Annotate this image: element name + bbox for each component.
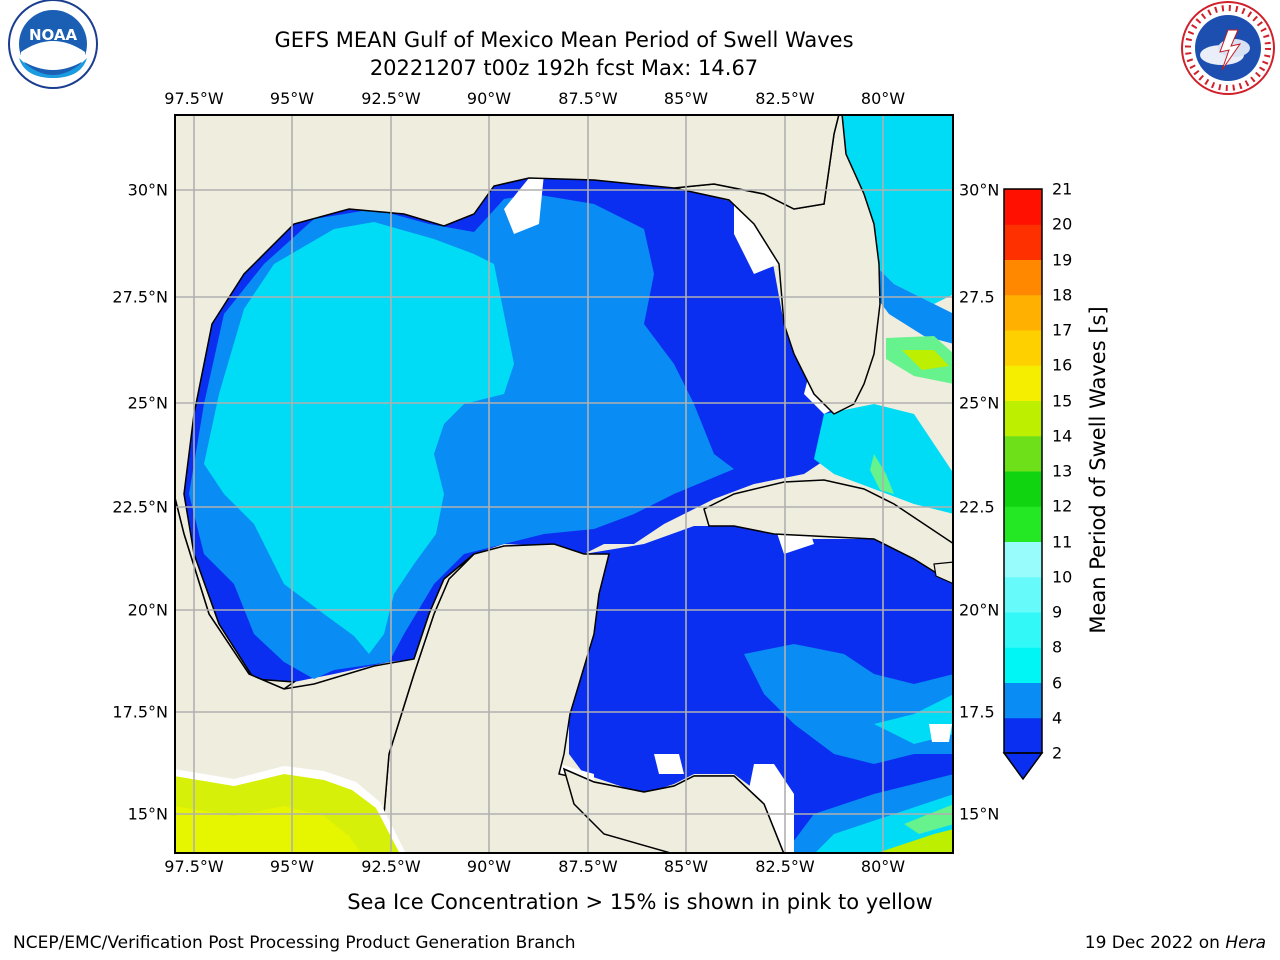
lat-tick-right: 17.5 <box>959 702 995 722</box>
colorbar-tick: 14 <box>1052 426 1073 446</box>
map-frame <box>174 114 954 854</box>
colorbar-segment <box>1004 506 1042 542</box>
gulf-swell-long <box>204 222 514 654</box>
lat-tick-left: 22.5°N <box>112 497 168 517</box>
lon-tick-top: 92.5°W <box>361 89 421 108</box>
lon-tick-top: 90°W <box>466 89 512 108</box>
colorbar-tick: 18 <box>1052 285 1073 305</box>
lon-tick-bottom: 80°W <box>860 857 906 876</box>
sea-ice-note: Sea Ice Concentration > 15% is shown in … <box>347 890 933 914</box>
graticule <box>174 114 954 854</box>
nws-logo <box>1181 1 1275 95</box>
colorbar-tick: 11 <box>1052 532 1073 551</box>
lat-tick-right: 20°N <box>959 600 1000 620</box>
colorbar-tick: 8 <box>1052 637 1063 657</box>
colorbar-tick: 19 <box>1052 250 1073 269</box>
colorbar-segment <box>1004 294 1042 331</box>
lon-tick-bottom: 82.5°W <box>755 857 815 876</box>
lon-tick-top: 87.5°W <box>558 89 618 108</box>
colorbar-segment <box>1004 682 1042 719</box>
colorbar-extend <box>1002 752 1044 781</box>
lon-tick-bottom: 92.5°W <box>361 857 421 876</box>
lat-tick-right: 15°N <box>959 804 1000 824</box>
colorbar-segment <box>1004 471 1042 507</box>
colorbar-segment <box>1004 400 1042 437</box>
footer-host: Hera <box>1225 933 1266 953</box>
colorbar-segment <box>1004 365 1042 401</box>
lon-tick-bottom: 95°W <box>269 857 315 876</box>
colorbar-segment <box>1004 435 1042 472</box>
colorbar-segment <box>1004 224 1042 260</box>
lat-tick-left: 25°N <box>127 393 168 413</box>
noaa-logo-text: NOAA <box>29 26 78 44</box>
lon-tick-bottom: 90°W <box>466 857 512 876</box>
colorbar-segment <box>1004 189 1042 225</box>
colorbar-tick: 10 <box>1052 567 1073 587</box>
lat-tick-right: 27.5 <box>959 287 995 307</box>
lat-tick-right: 22.5 <box>959 497 995 517</box>
colorbar-segment <box>1004 647 1042 683</box>
lon-tick-bottom: 97.5°W <box>164 857 224 876</box>
colorbar-tick: 12 <box>1052 496 1073 516</box>
lon-tick-top: 97.5°W <box>164 89 224 108</box>
footer-date: 19 Dec 2022 on Hera <box>1085 933 1266 953</box>
lat-tick-right: 30°N <box>959 180 1000 200</box>
colorbar-tick: 4 <box>1052 708 1063 728</box>
lon-tick-bottom: 85°W <box>663 857 709 876</box>
lon-tick-top: 95°W <box>269 89 315 108</box>
colorbar-tick: 15 <box>1052 391 1073 410</box>
colorbar-tick: 20 <box>1052 214 1073 234</box>
lat-tick-left: 20°N <box>127 600 168 620</box>
lat-tick-left: 30°N <box>127 180 168 200</box>
lon-tick-bottom: 87.5°W <box>558 857 618 876</box>
colorbar-tick: 2 <box>1052 743 1063 763</box>
lat-tick-right: 25°N <box>959 393 1000 413</box>
colorbar-segment <box>1004 330 1042 366</box>
colorbar-segment <box>1004 717 1042 754</box>
colorbar-tick: 17 <box>1052 320 1073 340</box>
colorbar-segment <box>1004 259 1042 296</box>
chart-title: GEFS MEAN Gulf of Mexico Mean Period of … <box>274 28 854 52</box>
atlantic-swell <box>839 114 954 304</box>
lat-tick-left: 15°N <box>127 804 168 824</box>
colorbar <box>1002 188 1044 781</box>
footer-date-text: 19 Dec 2022 on <box>1084 933 1226 953</box>
cuba-land <box>703 479 954 585</box>
map-panel <box>174 114 954 854</box>
lon-tick-top: 80°W <box>860 89 906 108</box>
colorbar-tick: 21 <box>1052 179 1073 199</box>
lat-tick-left: 17.5°N <box>112 702 168 722</box>
lon-tick-top: 82.5°W <box>755 89 815 108</box>
colorbar-tick: 6 <box>1052 673 1063 692</box>
footer-credit: NCEP/EMC/Verification Post Processing Pr… <box>13 933 576 953</box>
colorbar-tick: 9 <box>1052 602 1063 622</box>
colorbar-tick: 16 <box>1052 355 1073 375</box>
chart-subtitle: 20221207 t00z 192h fcst Max: 14.67 <box>369 56 759 80</box>
noaa-logo: NOAA <box>8 0 98 89</box>
lon-tick-top: 85°W <box>663 89 709 108</box>
colorbar-segment <box>1004 541 1042 578</box>
colorbar-label: Mean Period of Swell Waves [s] <box>1086 306 1110 634</box>
colorbar-segment <box>1004 576 1042 613</box>
colorbar-tick: 13 <box>1052 461 1073 481</box>
lat-tick-left: 27.5°N <box>112 287 168 307</box>
colorbar-segment <box>1004 612 1042 648</box>
